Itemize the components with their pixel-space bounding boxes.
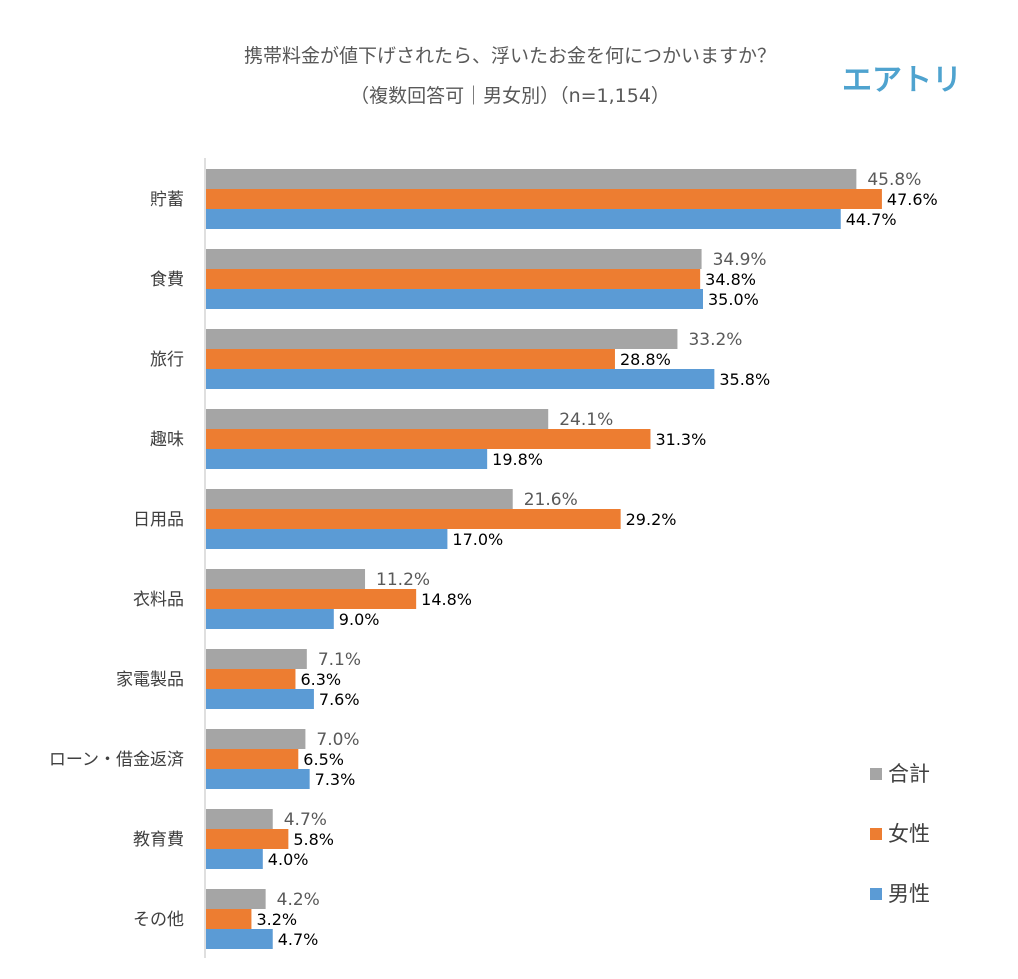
bar-total (206, 169, 857, 189)
data-label-total: 24.1% (559, 410, 613, 430)
bar-female (206, 269, 701, 289)
data-label-female: 47.6% (887, 190, 938, 209)
bar-male (206, 369, 715, 389)
bar-total (206, 729, 306, 749)
bar-total (206, 249, 702, 269)
legend-swatch-total (870, 768, 882, 780)
legend-label-male: 男性 (888, 882, 930, 906)
data-label-female: 6.5% (303, 750, 344, 769)
data-label-female: 28.8% (620, 350, 671, 369)
data-label-male: 4.7% (278, 930, 319, 949)
bar-male (206, 209, 841, 229)
data-label-female: 3.2% (256, 910, 297, 929)
legend-label-total: 合計 (888, 762, 930, 786)
data-label-male: 7.6% (319, 690, 360, 709)
category-label: 旅行 (150, 350, 184, 370)
data-label-total: 7.1% (318, 650, 361, 670)
data-label-total: 21.6% (524, 490, 578, 510)
bar-total (206, 889, 266, 909)
data-label-total: 45.8% (867, 170, 921, 190)
data-label-total: 7.0% (316, 730, 359, 750)
data-label-female: 29.2% (626, 510, 677, 529)
category-label: 衣料品 (133, 590, 184, 610)
legend-label-female: 女性 (888, 822, 930, 846)
data-label-male: 44.7% (846, 210, 897, 229)
data-label-male: 35.8% (719, 370, 770, 389)
bar-female (206, 749, 299, 769)
data-label-female: 5.8% (293, 830, 334, 849)
data-label-female: 6.3% (300, 670, 341, 689)
bar-total (206, 489, 513, 509)
bar-male (206, 529, 448, 549)
bar-total (206, 809, 273, 829)
category-label: 教育費 (133, 830, 184, 850)
logo: エアトリ (842, 63, 962, 98)
chart-title-line1: 携帯料金が値下げされたら、浮いたお金を何につかいますか？ (244, 45, 776, 67)
data-label-total: 4.7% (284, 810, 327, 830)
bar-female (206, 829, 289, 849)
category-label: 貯蓄 (150, 190, 184, 210)
bar-female (206, 189, 882, 209)
data-label-male: 4.0% (268, 850, 309, 869)
data-label-total: 34.9% (713, 250, 767, 270)
bar-male (206, 609, 334, 629)
bar-male (206, 449, 488, 469)
bar-total (206, 649, 307, 669)
data-label-total: 33.2% (688, 330, 742, 350)
data-label-male: 19.8% (492, 450, 543, 469)
labels-layer: 貯蓄 45.8%47.6%44.7% 食費 34.9%34.8%35.0% 旅行 33.2… (49, 170, 938, 949)
data-label-female: 31.3% (655, 430, 706, 449)
category-label: 家電製品 (116, 670, 184, 690)
data-label-female: 14.8% (421, 590, 472, 609)
bar-male (206, 769, 310, 789)
bar-total (206, 569, 366, 589)
bar-male (206, 289, 703, 309)
category-label: 日用品 (133, 510, 184, 530)
data-label-male: 7.3% (315, 770, 356, 789)
bar-female (206, 349, 615, 369)
category-label: 食費 (150, 270, 184, 290)
bar-female (206, 589, 417, 609)
data-label-total: 4.2% (277, 890, 320, 910)
bar-male (206, 929, 273, 949)
category-label: ローン・借金返済 (49, 750, 184, 770)
bars-layer (206, 169, 882, 949)
chart-title-line2: （複数回答可｜男女別）（n=1,154） (350, 85, 670, 107)
bar-female (206, 909, 252, 929)
legend-swatch-female (870, 828, 882, 840)
data-label-male: 35.0% (708, 290, 759, 309)
category-label: その他 (133, 910, 184, 930)
data-label-total: 11.2% (376, 570, 430, 590)
bar-female (206, 429, 651, 449)
legend-swatch-male (870, 888, 882, 900)
data-label-female: 34.8% (705, 270, 756, 289)
data-label-male: 9.0% (339, 610, 380, 629)
bar-male (206, 689, 314, 709)
bar-female (206, 669, 296, 689)
bar-total (206, 409, 549, 429)
bar-total (206, 329, 678, 349)
bar-male (206, 849, 263, 869)
category-label: 趣味 (150, 430, 184, 450)
data-label-male: 17.0% (452, 530, 503, 549)
bar-female (206, 509, 621, 529)
